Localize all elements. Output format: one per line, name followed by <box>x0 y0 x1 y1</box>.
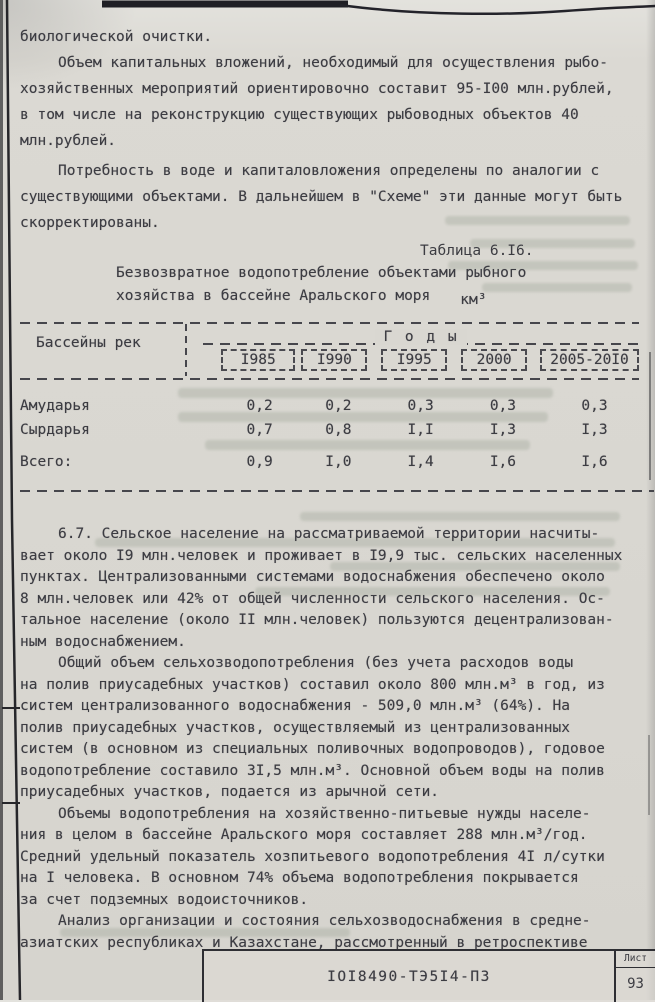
column-header-year: 2005-20I0 <box>540 349 640 371</box>
bleed-through <box>470 239 635 248</box>
row-label: Всего: <box>20 454 73 470</box>
table-title-line1: Безвозвратное водопотребление объектами … <box>116 265 527 281</box>
column-header-basins: Бассейны рек <box>36 335 141 351</box>
scan-corner-shading <box>0 0 140 90</box>
sheet-label: Лист <box>616 951 655 968</box>
left-frame-line <box>5 0 22 1000</box>
row-values: 0,7 0,8 I,I I,3 I,3 <box>203 422 639 438</box>
bleed-through <box>178 412 548 422</box>
table-cell: I,0 <box>325 454 352 470</box>
paragraph: Анализ организации и состояния сельхозво… <box>20 913 591 951</box>
paragraph: Объем капитальных вложений, необходимый … <box>20 55 614 149</box>
table-caption: Таблица 6.I6. <box>420 243 534 259</box>
bleed-through <box>448 261 638 270</box>
table-bottom-rule <box>20 490 654 492</box>
sheet-number: 93 <box>627 976 644 992</box>
page-left-edge <box>0 0 3 1000</box>
row-label: Амударья <box>20 398 90 414</box>
table-cell: 0,3 <box>581 398 608 414</box>
table-cell: 0,3 <box>407 398 434 414</box>
table-top-rule <box>20 322 639 324</box>
bleed-through <box>178 388 553 398</box>
page-right-edge <box>646 0 655 1000</box>
paragraph: Объемы водопотребления на хозяйственно-п… <box>20 805 605 908</box>
paragraph-continuation: биологической очистки. <box>20 29 213 45</box>
text-column: биологической очистки. Объем капитальных… <box>20 0 654 954</box>
row-values: 0,2 0,2 0,3 0,3 0,3 <box>203 398 639 414</box>
bleed-through <box>60 928 350 937</box>
column-header-year: 2000 <box>461 349 528 371</box>
table-cell: I,3 <box>489 422 517 438</box>
bleed-through <box>330 562 620 571</box>
row-values: 0,9 I,0 I,4 I,6 I,6 <box>203 454 639 470</box>
document-number: IOI8490-ТЭ5I4-ПЗ <box>327 968 491 985</box>
table-cell: I,3 <box>581 422 608 438</box>
years-group-header: Г о д ы <box>203 324 639 348</box>
table-cell: I,4 <box>407 454 434 470</box>
table-cell: 0,8 <box>325 422 352 438</box>
paragraph-6-7: 6.7. Сельское население на рассматриваем… <box>20 526 623 650</box>
bleed-through <box>445 216 630 225</box>
water-consumption-table: Бассейны рек Г о д ы I985 I990 I995 2000… <box>20 322 654 492</box>
table-cell: 0,9 <box>246 454 273 470</box>
table-unit: км³ <box>460 292 487 308</box>
row-gap <box>20 446 642 454</box>
paragraph: Общий объем сельхозводопотребления (без … <box>20 655 605 800</box>
table-header: Бассейны рек Г о д ы I985 I990 I995 2000… <box>20 322 642 380</box>
page-right-border-segment <box>649 352 651 480</box>
title-block-stamp: IOI8490-ТЭ5I4-ПЗ Лист 93 <box>202 949 655 1002</box>
lower-text-block: 6.7. Сельское население на рассматриваем… <box>20 524 642 954</box>
table-row: Сырдарья 0,7 0,8 I,I I,3 I,3 <box>20 422 642 446</box>
year-columns-row: I985 I990 I995 2000 2005-20I0 <box>203 349 640 371</box>
table-row-total: Всего: 0,9 I,0 I,4 I,6 I,6 <box>20 454 642 478</box>
years-header-area: Г о д ы I985 I990 I995 2000 2005-20I0 <box>203 324 640 371</box>
table-cell: 0,3 <box>489 398 517 414</box>
table-header-bottom-rule <box>20 378 639 380</box>
bleed-through <box>205 440 530 450</box>
table-cell: I,6 <box>581 454 608 470</box>
bleed-through <box>482 283 632 292</box>
paragraph: Потребность в воде и капиталовложения оп… <box>20 163 623 231</box>
bleed-through <box>300 512 620 521</box>
table-title-line2-text: хозяйства в бассейне Аральского моря <box>116 288 431 304</box>
table-cell: 0,2 <box>246 398 273 414</box>
table-title: Безвозвратное водопотребление объектами … <box>116 262 642 308</box>
table-body: Амударья 0,2 0,2 0,3 0,3 0,3 Сырдарья 0,… <box>20 374 642 478</box>
bleed-through <box>95 538 615 547</box>
table-cell: I,I <box>407 422 434 438</box>
top-rule-curve <box>339 3 655 16</box>
table-title-line2: хозяйства в бассейне Аральского моря км³ <box>116 285 642 308</box>
column-header-year: I990 <box>301 349 368 371</box>
page-right-border-segment <box>648 735 650 815</box>
row-label: Сырдарья <box>20 422 90 438</box>
column-header-year: I995 <box>381 349 448 371</box>
table-column-separator <box>185 324 187 376</box>
table-cell: I,6 <box>489 454 517 470</box>
table-cell: 0,2 <box>325 398 352 414</box>
table-row: Амударья 0,2 0,2 0,3 0,3 0,3 <box>20 398 642 422</box>
bleed-through <box>255 587 610 596</box>
years-group-label: Г о д ы <box>375 329 467 345</box>
table-cell: 0,7 <box>246 422 273 438</box>
column-header-year: I985 <box>221 349 296 371</box>
sheet-column: Лист 93 <box>614 951 655 1002</box>
